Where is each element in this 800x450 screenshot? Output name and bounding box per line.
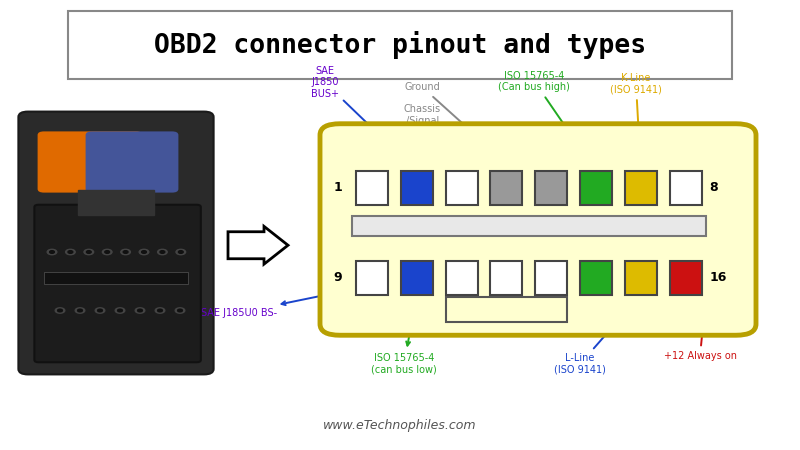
Text: 1: 1: [334, 181, 342, 194]
FancyBboxPatch shape: [38, 131, 142, 193]
FancyBboxPatch shape: [34, 205, 201, 362]
Text: www.eTechnophiles.com: www.eTechnophiles.com: [323, 419, 477, 432]
Text: Chassis
/Signal: Chassis /Signal: [404, 104, 546, 169]
Text: +12 Always on: +12 Always on: [663, 304, 737, 361]
Circle shape: [47, 249, 57, 255]
Circle shape: [142, 251, 146, 253]
Text: K-Line
(ISO 9141): K-Line (ISO 9141): [610, 73, 662, 166]
Circle shape: [155, 308, 165, 313]
Text: ISO 15765-4
(Can bus high): ISO 15765-4 (Can bus high): [498, 71, 593, 167]
Circle shape: [123, 251, 128, 253]
Text: SAE
J1850
BUS+: SAE J1850 BUS+: [310, 66, 414, 167]
Bar: [446, 297, 567, 322]
Bar: [446, 171, 478, 205]
Text: L-Line
(ISO 9141): L-Line (ISO 9141): [554, 298, 638, 375]
Bar: [580, 171, 612, 205]
Circle shape: [95, 308, 105, 313]
Circle shape: [55, 308, 65, 313]
Bar: [670, 261, 702, 295]
Bar: [44, 272, 188, 284]
Circle shape: [105, 251, 110, 253]
Bar: [625, 171, 657, 205]
Circle shape: [139, 249, 149, 255]
FancyBboxPatch shape: [18, 112, 214, 374]
Text: ISO 15765-4
(can bus low): ISO 15765-4 (can bus low): [371, 297, 437, 375]
Text: 16: 16: [710, 271, 727, 284]
FancyBboxPatch shape: [320, 124, 756, 335]
Circle shape: [175, 308, 185, 313]
Bar: [535, 261, 567, 295]
Bar: [401, 171, 433, 205]
Bar: [670, 171, 702, 205]
Text: SAE J185U0 BS-: SAE J185U0 BS-: [201, 279, 406, 318]
Circle shape: [176, 249, 186, 255]
Bar: [490, 171, 522, 205]
Circle shape: [58, 309, 62, 312]
Circle shape: [115, 308, 125, 313]
Text: Ground: Ground: [405, 82, 506, 163]
Circle shape: [178, 309, 182, 312]
Circle shape: [75, 308, 85, 313]
Text: OBD2 connector pinout and types: OBD2 connector pinout and types: [154, 31, 646, 59]
Circle shape: [68, 251, 73, 253]
Circle shape: [135, 308, 145, 313]
Circle shape: [121, 249, 130, 255]
Circle shape: [84, 249, 94, 255]
Bar: [352, 216, 706, 236]
FancyArrow shape: [228, 226, 288, 264]
Circle shape: [138, 309, 142, 312]
Bar: [401, 261, 433, 295]
Circle shape: [118, 309, 122, 312]
Text: 8: 8: [710, 181, 718, 194]
Bar: [490, 261, 522, 295]
Circle shape: [86, 251, 91, 253]
Circle shape: [102, 249, 112, 255]
Circle shape: [66, 249, 75, 255]
Circle shape: [98, 309, 102, 312]
Circle shape: [78, 309, 82, 312]
Circle shape: [158, 309, 162, 312]
Bar: [356, 261, 388, 295]
FancyBboxPatch shape: [78, 190, 154, 215]
FancyBboxPatch shape: [86, 131, 178, 193]
Bar: [580, 261, 612, 295]
Bar: [625, 261, 657, 295]
Circle shape: [160, 251, 165, 253]
Bar: [535, 171, 567, 205]
Circle shape: [50, 251, 54, 253]
Circle shape: [158, 249, 167, 255]
Bar: [446, 261, 478, 295]
Text: 9: 9: [334, 271, 342, 284]
Bar: [356, 171, 388, 205]
Circle shape: [178, 251, 183, 253]
FancyBboxPatch shape: [68, 11, 732, 79]
